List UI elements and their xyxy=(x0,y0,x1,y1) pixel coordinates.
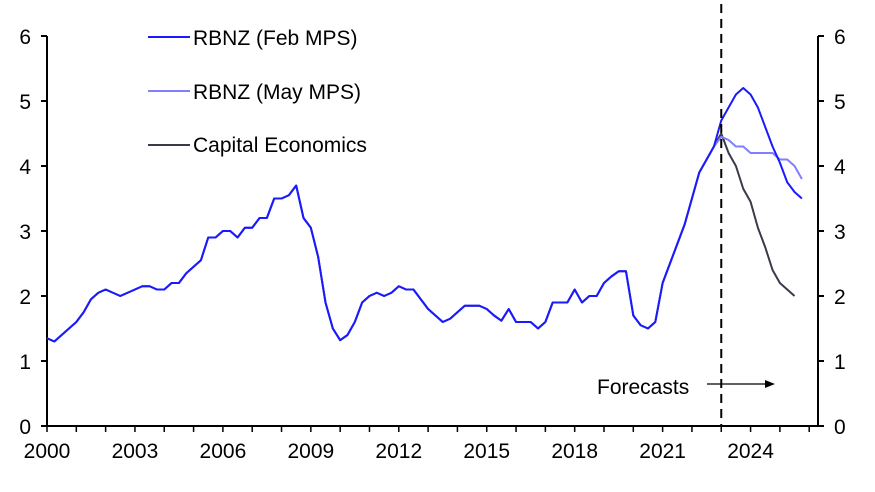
y-tick-label-left: 0 xyxy=(19,416,31,439)
x-tick-label: 2009 xyxy=(287,440,334,463)
legend-label-may: RBNZ (May MPS) xyxy=(193,81,361,104)
y-tick-label-right: 6 xyxy=(834,26,846,49)
y-tick-label-left: 1 xyxy=(19,351,31,374)
x-tick-label: 2021 xyxy=(639,440,686,463)
x-tick-label: 2015 xyxy=(463,440,510,463)
forecast-annotation: Forecasts xyxy=(597,4,775,426)
y-tick-label-right: 5 xyxy=(834,91,846,114)
x-tick-label: 2003 xyxy=(112,440,159,463)
series-line-rbnz-feb-mps xyxy=(46,87,803,343)
x-tick-label: 2012 xyxy=(375,440,422,463)
x-tick-label: 2024 xyxy=(727,440,774,463)
x-tick-label: 2000 xyxy=(24,440,71,463)
series-line-capital-economics xyxy=(46,132,796,343)
legend-label-feb: RBNZ (Feb MPS) xyxy=(193,27,358,50)
series-line-rbnz-may-mps xyxy=(46,135,803,343)
y-tick-label-left: 5 xyxy=(19,91,31,114)
y-tick-label-right: 1 xyxy=(834,351,846,374)
y-tick-label-right: 2 xyxy=(834,286,846,309)
series-lines xyxy=(46,87,803,343)
y-tick-label-left: 3 xyxy=(19,221,31,244)
x-tick-label: 2018 xyxy=(551,440,598,463)
y-tick-label-left: 6 xyxy=(19,26,31,49)
axes: 0 1 2 3 4 5 6 0 1 2 3 4 5 6 2000 2003 2006 2009 2012 2015 20… xyxy=(19,26,846,463)
y-tick-label-left: 4 xyxy=(19,156,31,179)
y-tick-label-right: 0 xyxy=(834,416,846,439)
legend: RBNZ (Feb MPS) RBNZ (May MPS) Capital Ec… xyxy=(148,27,367,157)
y-tick-label-left: 2 xyxy=(19,286,31,309)
y-tick-label-right: 4 xyxy=(834,156,846,179)
legend-label-ce: Capital Economics xyxy=(193,134,367,157)
x-tick-label: 2006 xyxy=(200,440,247,463)
forecast-label: Forecasts xyxy=(597,376,689,399)
y-tick-label-right: 3 xyxy=(834,221,846,244)
forecast-arrowhead xyxy=(765,380,775,388)
